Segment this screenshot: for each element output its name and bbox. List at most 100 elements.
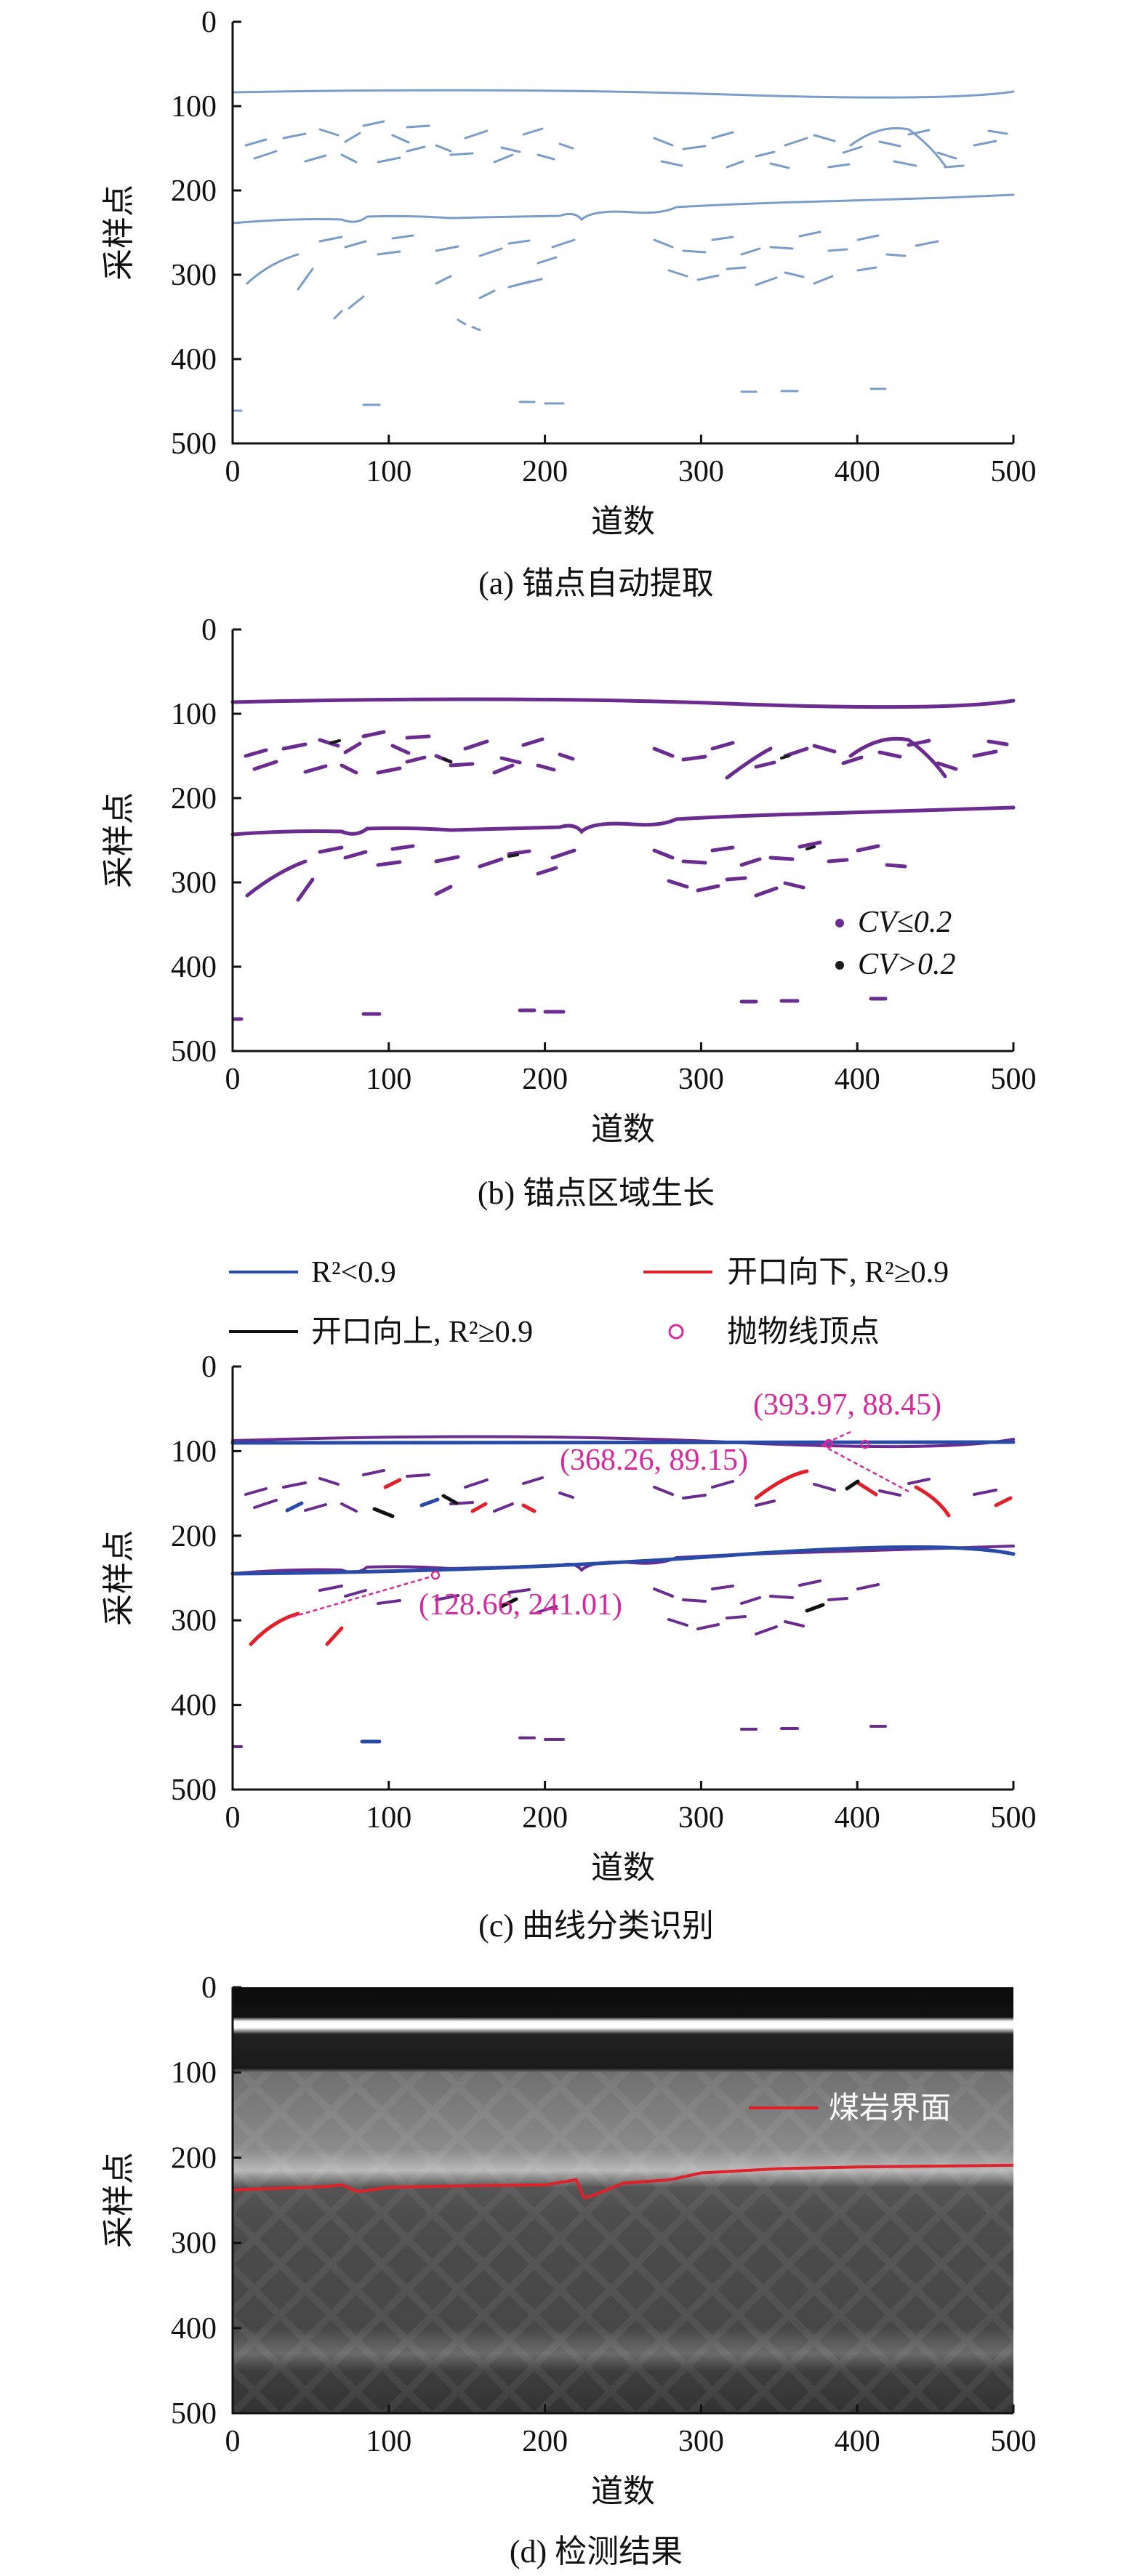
coal-rock-interface-line [232,2163,1014,2199]
high-cv-curves-b [329,739,816,858]
axis-frame [231,1367,1013,1791]
caption-b: (b) 锚点区域生长 [478,1175,715,1211]
interface-line [231,193,1015,225]
y-tick-label: 300 [171,259,217,292]
anchor-curves-a [231,89,1015,412]
y-tick-label: 0 [201,1971,217,2005]
vertex-labels-c: (393.97, 88.45) (368.26, 89.15) (128.66,… [419,1388,941,1622]
x-axis-title: 道数 [591,2473,655,2510]
y-tick-label: 500 [171,2397,217,2431]
x-tick-label: 500 [991,1063,1037,1096]
vertex-label-2: (128.66, 241.01) [419,1588,622,1622]
plot-area-c: (393.97, 88.45) (368.26, 89.15) (128.66,… [230,1388,1016,1748]
x-tick-label: 500 [991,455,1037,488]
y-tick-label: 200 [171,2141,217,2175]
y-tick-label: 400 [171,343,217,377]
y-tick-label: 100 [171,90,217,124]
grown-curves-b [230,697,1016,1021]
y-tick-label: 500 [171,1774,217,1807]
legend-b-label-1: CV>0.2 [858,948,956,981]
x-tick-label: 0 [225,455,241,488]
legend-c-label-2: 开口向上, R²≥0.9 [311,1316,533,1349]
y-tick-label: 100 [171,1435,217,1468]
legend-c-label-1: 开口向下, R²≥0.9 [727,1256,949,1289]
y-tick-label: 400 [171,951,217,984]
legend-c: R²<0.9 开口向下, R²≥0.9 开口向上, R²≥0.9 抛物线顶点 [229,1256,949,1349]
panel-c: R²<0.9 开口向下, R²≥0.9 开口向上, R²≥0.9 抛物线顶点 [100,1256,1037,1944]
legend-c-label-3: 抛物线顶点 [727,1316,880,1349]
horizon-top-line [231,89,1015,99]
fitted-top-line [230,1440,1016,1445]
x-tick-label: 400 [835,455,880,488]
x-tick-label: 0 [225,2425,241,2458]
axis-frame [231,22,1013,445]
plot-area-b [230,697,1016,1021]
caption-a: (a) 锚点自动提取 [478,565,714,601]
x-tick-label: 300 [678,455,724,488]
plot-area-a [231,89,1015,412]
x-axis-title: 道数 [591,1849,655,1886]
x-tick-label: 200 [522,455,568,488]
x-tick-label: 400 [835,2425,880,2458]
x-tick-label: 100 [366,455,411,488]
legend-c-swatch-3 [668,1324,684,1340]
x-tick-label: 300 [678,1063,724,1096]
y-tick-label: 300 [171,1604,217,1638]
y-tick-label: 200 [171,174,217,208]
plot-area-d: 煤岩界面 [232,1987,1014,2413]
y-axis-title: 采样点 [100,1530,137,1626]
y-tick-label: 400 [171,1689,217,1723]
y-tick-label: 100 [171,698,217,731]
x-tick-label: 300 [678,1801,724,1835]
x-axis-title: 道数 [591,1111,655,1148]
x-tick-label: 0 [225,1063,241,1096]
x-tick-label: 200 [522,1063,568,1096]
x-tick-label: 100 [366,2425,411,2458]
panel-d: 煤岩界面 0 100 200 300 400 5000100200300400500道数采… [100,1971,1037,2569]
open-down-curves-c [249,1469,1013,1646]
y-tick-label: 0 [201,1351,217,1384]
x-tick-label: 300 [678,2425,724,2458]
y-tick-label: 500 [171,1035,217,1068]
low-r2-curves-c [230,1440,1016,1744]
vertex-label-0: (393.97, 88.45) [753,1388,941,1422]
y-tick-label: 500 [171,427,217,461]
y-tick-label: 200 [171,1520,217,1553]
caption-c: (c) 曲线分类识别 [478,1908,714,1944]
y-tick-label: 100 [171,2056,217,2090]
legend-b-marker-0 [835,919,844,927]
x-tick-label: 400 [835,1801,880,1835]
legend-d-label: 煤岩界面 [829,2092,951,2125]
vertex-markers-c [290,1430,909,1619]
segments-c [231,1435,1015,1748]
legend-b-label-0: CV≤0.2 [858,906,952,939]
x-tick-label: 500 [991,1801,1037,1835]
horizon-top-line-b [230,697,1016,709]
x-tick-label: 200 [522,2425,568,2458]
open-up-curves-c [372,1479,860,1613]
x-tick-label: 500 [991,2425,1037,2458]
fitted-interface-line [230,1545,1016,1576]
x-tick-label: 0 [225,1801,241,1835]
caption-d: (d) 检测结果 [510,2534,683,2569]
y-axis-title: 采样点 [100,2152,137,2248]
legend-c-label-0: R²<0.9 [311,1256,396,1289]
y-axis-title: 采样点 [100,792,137,888]
y-tick-label: 0 [201,6,217,39]
axis-frame [231,629,1013,1052]
x-tick-label: 100 [366,1801,411,1835]
y-tick-label: 300 [171,866,217,900]
gpr-texture [233,2072,1013,2413]
x-tick-label: 400 [835,1063,880,1096]
vertex-label-1: (368.26, 89.15) [560,1444,748,1477]
y-tick-label: 300 [171,2227,217,2261]
y-tick-label: 400 [171,2312,217,2346]
x-tick-label: 100 [366,1063,411,1096]
